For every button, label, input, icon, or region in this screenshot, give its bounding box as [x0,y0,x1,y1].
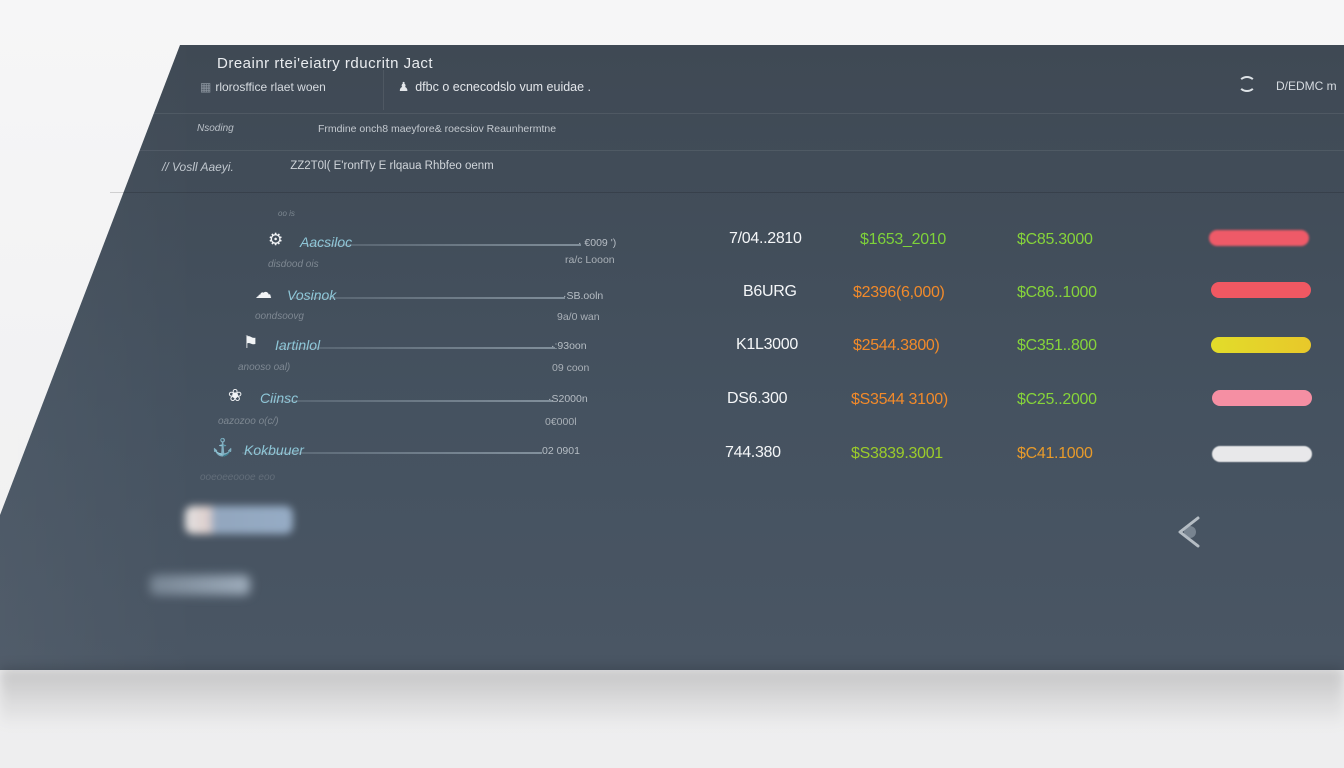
filter-value-1[interactable]: Frmdine onch8 maeyfore& roecsiov Reaunhe… [318,123,557,135]
item-value: ·SB.ooln [563,290,604,302]
cloud-icon: ☁ [255,283,272,302]
status-pill [1211,282,1311,298]
total-value: B6URG [743,283,797,300]
item-caption-right: ra/c Looon [565,254,615,266]
item-name: Iartinlol [275,337,321,353]
page-title: Dreainr rtei'eiatry rducritn Jact [217,55,434,72]
total-value: 744.380 [725,444,781,461]
item-caption-right: 9a/0 wan [557,311,600,323]
secondary-button[interactable] [150,575,250,595]
item-caption: disdood ois [268,259,319,270]
item-caption-right: 0€000l [545,416,577,428]
subtitle-left: ▦ rlorosffice rlaet woen [200,80,326,94]
list-item[interactable]: ⚙ Aacsiloc · €009 ') [268,230,628,256]
col3-value: $C351..800 [1017,337,1097,354]
item-progress-bar [303,244,581,246]
item-progress-bar [263,400,553,402]
item-progress-bar [242,452,542,454]
list-item[interactable]: ❀ Ciinsc ·S2000n [228,386,598,412]
status-pill [1209,230,1309,246]
item-name: Vosinok [287,287,337,303]
item-value: ·:93oon [551,340,587,352]
panel-shadow [0,668,1344,728]
anchor-icon: ⚓ [212,438,234,457]
divider [135,150,1344,151]
col3-value: $C25..2000 [1017,391,1097,408]
item-value: 02 0901 [542,445,580,457]
list-item[interactable]: ⚓ Kokbuuer 02 0901 [212,438,602,464]
col2-value: $S3544 3100) [851,391,948,408]
flower-icon: ❀ [228,386,243,405]
filter-label-2: // Vosll Aaeyi. [162,160,234,174]
subtitle-right-text: dfbc o ecnecodslo vum euidae . [415,80,592,94]
item-caption: ooeoeeoooe eoo [200,472,276,483]
status-pill [1212,446,1312,462]
list-top-caption: oo is [278,209,295,218]
filter-label-1: Nsoding [197,123,234,134]
item-value: · €009 ') [578,237,617,249]
status-pill [1211,337,1311,353]
users-icon: ♟ [398,80,410,94]
total-value: 7/04..2810 [729,230,802,247]
total-value: K1L3000 [736,336,798,353]
item-value: ·S2000n [548,393,588,405]
item-caption: anooso oal) [238,362,291,373]
item-name: Ciinsc [260,390,299,406]
col3-value: $C41.1000 [1017,445,1093,462]
subtitle-right: ♟ dfbc o ecnecodslo vum euidae . [398,79,591,94]
gear-icon: ⚙ [268,230,284,249]
primary-button[interactable] [185,506,293,534]
filter-value-2[interactable]: ZZ2T0l( E'ronfTy E rlqaua Rhbfeo oenm [287,160,494,172]
divider [150,113,1344,114]
col3-value: $C85.3000 [1017,231,1093,248]
section-divider [110,192,1344,193]
dashboard-panel [0,45,1344,670]
refresh-icon[interactable] [1238,76,1256,92]
col2-value: $1653_2010 [860,231,946,248]
flag-icon: ⚑ [243,333,259,352]
col2-value: $S3839.3001 [851,445,943,462]
item-progress-bar [290,297,565,299]
subtitle-left-text: rlorosffice rlaet woen [215,80,326,94]
total-value: DS6.300 [727,390,788,407]
item-caption: oazozoo o(c/) [218,416,279,427]
chevron-left-icon[interactable] [1176,514,1202,550]
list-item[interactable]: ⚑ Iartinlol ·:93oon [243,333,603,359]
user-menu[interactable]: D/EDMC m [1276,79,1337,93]
item-name: Aacsiloc [300,234,353,250]
col3-value: $C86..1000 [1017,284,1097,301]
item-progress-bar [278,347,555,349]
item-caption-right: 09 coon [552,362,590,374]
status-pill [1212,390,1312,406]
list-item[interactable]: ☁ Vosinok ·SB.ooln [255,283,615,309]
item-name: Kokbuuer [244,442,304,458]
col2-value: $2544.3800) [853,337,940,354]
item-caption: oondsoovg [255,311,304,322]
document-icon: ▦ [200,80,212,94]
header-divider [383,70,384,110]
col2-value: $2396(6,000) [853,284,945,301]
